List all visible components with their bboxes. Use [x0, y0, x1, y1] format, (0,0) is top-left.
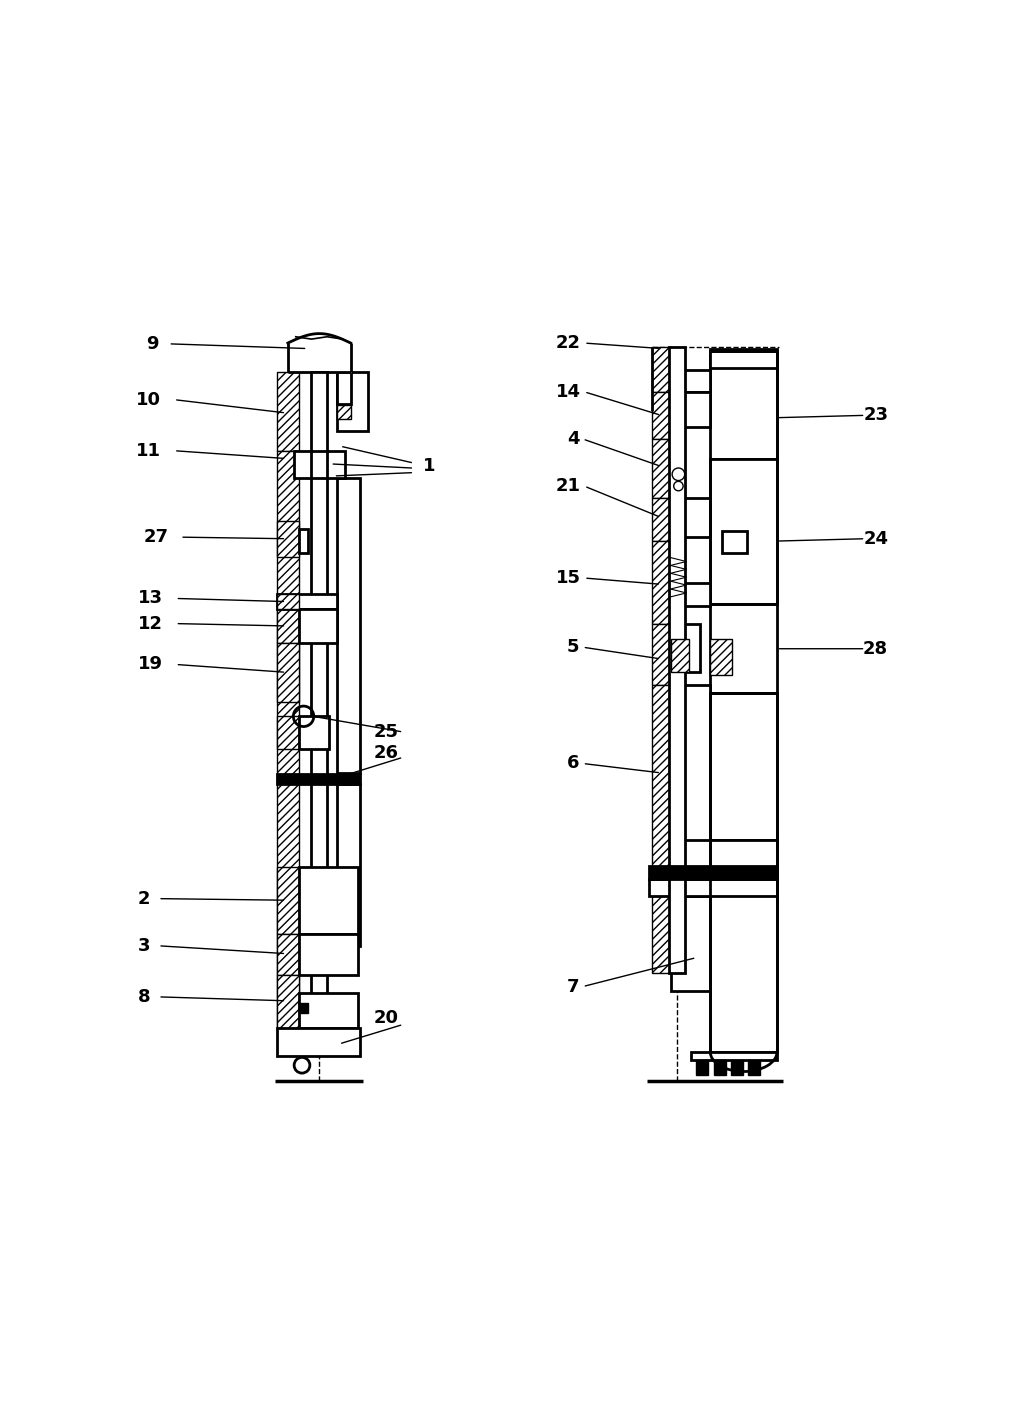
Bar [670, 685, 710, 839]
Text: 8: 8 [138, 988, 150, 1005]
Bar [710, 349, 777, 458]
Bar [337, 405, 351, 419]
Bar [277, 593, 299, 609]
Text: 4: 4 [567, 430, 579, 449]
Text: 23: 23 [863, 406, 888, 425]
Bar [710, 693, 777, 839]
Bar [652, 541, 670, 624]
Text: 11: 11 [136, 441, 161, 460]
Bar [710, 605, 777, 693]
Bar [277, 934, 299, 974]
Text: 7: 7 [567, 977, 579, 995]
Bar [669, 347, 684, 973]
Bar [652, 896, 670, 973]
Bar [299, 993, 358, 1028]
Bar [670, 392, 710, 427]
Bar [277, 522, 299, 557]
Bar [697, 1060, 708, 1076]
Bar [731, 1060, 743, 1076]
Bar [670, 640, 690, 672]
Bar [710, 458, 777, 605]
Bar [299, 868, 358, 934]
Bar [299, 934, 358, 974]
Bar [311, 373, 328, 1028]
Bar [652, 347, 670, 392]
Bar [277, 609, 299, 643]
Bar [670, 896, 710, 991]
Text: 26: 26 [373, 744, 399, 762]
Text: 6: 6 [567, 755, 579, 772]
Bar [649, 879, 777, 896]
Text: 27: 27 [144, 529, 169, 546]
Bar [277, 373, 299, 451]
Bar [652, 392, 670, 439]
Bar [652, 685, 670, 879]
Bar [652, 439, 670, 498]
Bar [710, 640, 732, 675]
Bar [294, 451, 345, 478]
Bar [337, 478, 360, 773]
Bar [277, 1028, 360, 1056]
Bar [652, 498, 670, 541]
Text: 12: 12 [138, 614, 163, 633]
Text: 9: 9 [146, 335, 158, 353]
Bar [670, 498, 710, 537]
Bar [748, 1060, 760, 1076]
Text: 13: 13 [138, 589, 163, 607]
Text: 5: 5 [567, 638, 579, 657]
Text: 19: 19 [138, 655, 163, 673]
Bar [299, 529, 308, 553]
Bar [277, 593, 337, 609]
Bar [277, 643, 299, 702]
Text: 15: 15 [556, 569, 581, 588]
Text: 1: 1 [423, 457, 436, 475]
Bar [652, 624, 670, 685]
Bar [299, 716, 329, 749]
Bar [714, 1060, 726, 1076]
Text: 2: 2 [138, 890, 150, 908]
Text: 20: 20 [373, 1010, 399, 1028]
Bar [277, 974, 299, 1028]
Bar [277, 716, 299, 749]
Bar [299, 1002, 308, 1012]
Bar [670, 582, 710, 606]
Bar [670, 370, 710, 392]
Text: 3: 3 [138, 936, 150, 955]
Text: 14: 14 [556, 382, 581, 401]
Text: 25: 25 [373, 723, 399, 741]
Bar [670, 624, 701, 672]
Bar [691, 1052, 777, 1060]
Bar [649, 866, 777, 879]
Bar [277, 451, 299, 1028]
Bar [337, 373, 351, 404]
Bar [337, 373, 368, 432]
Bar [277, 773, 360, 785]
Text: 24: 24 [863, 530, 888, 548]
Text: 10: 10 [136, 391, 161, 409]
Bar [670, 454, 683, 468]
Bar [277, 868, 299, 934]
Bar [722, 531, 746, 553]
Bar [710, 352, 777, 368]
Text: 28: 28 [863, 640, 888, 658]
Bar [710, 839, 777, 1052]
Bar [299, 609, 337, 643]
Text: 22: 22 [556, 335, 581, 352]
Text: 21: 21 [556, 477, 581, 495]
Bar [337, 785, 360, 946]
